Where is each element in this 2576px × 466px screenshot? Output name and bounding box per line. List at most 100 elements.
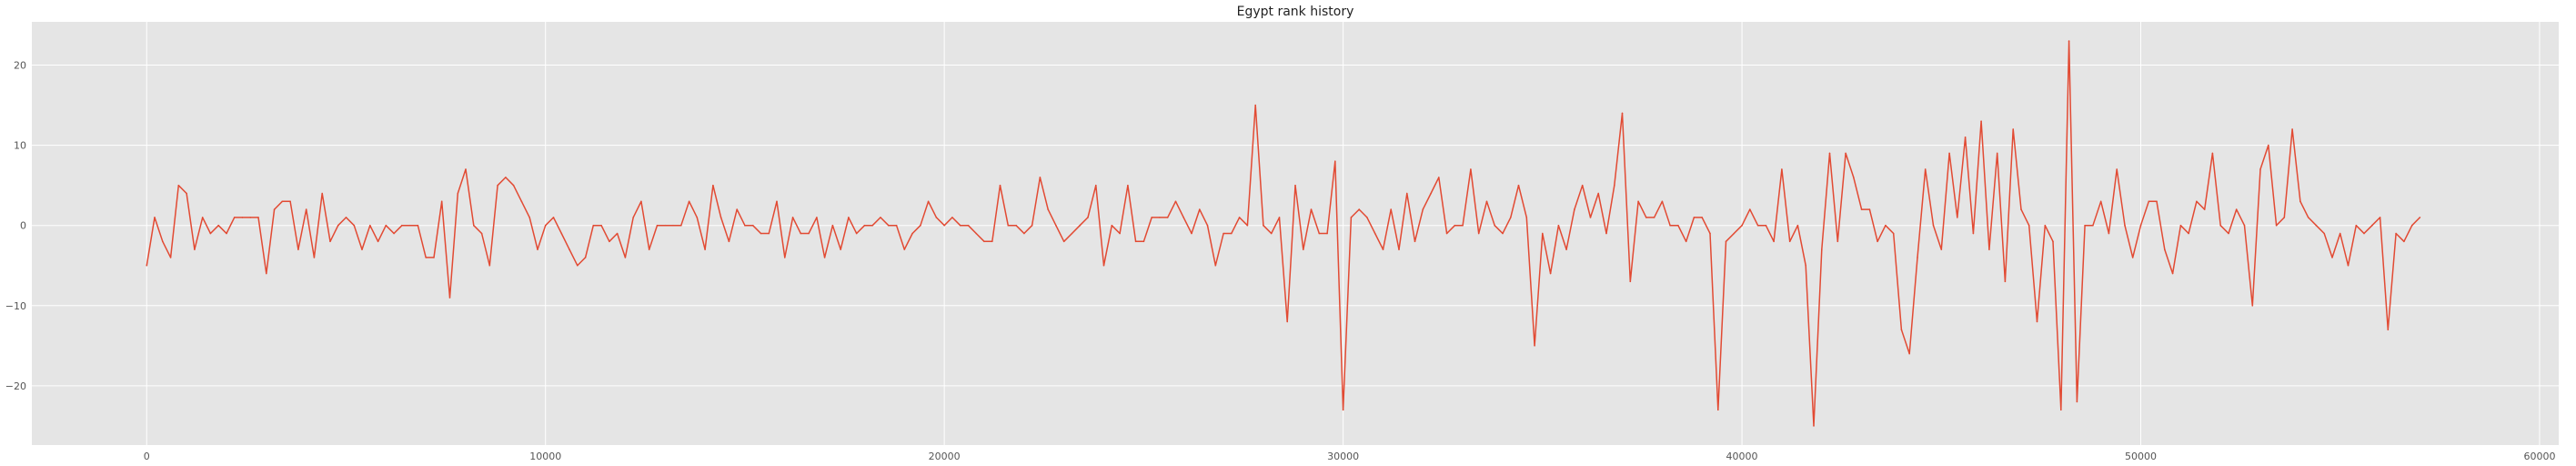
data-point — [2124, 224, 2126, 227]
data-point — [1238, 217, 1241, 218]
data-point — [2036, 320, 2038, 323]
data-point — [1231, 232, 1233, 235]
data-point — [1813, 425, 1815, 427]
data-point — [1860, 208, 1863, 210]
data-point — [154, 217, 156, 218]
data-point — [217, 224, 219, 227]
data-point — [712, 184, 714, 187]
data-point — [1047, 208, 1049, 210]
data-point — [1549, 272, 1552, 275]
data-point — [2419, 217, 2421, 218]
data-point — [823, 257, 826, 258]
data-point — [2275, 224, 2278, 227]
data-point — [1079, 224, 1081, 227]
data-point — [751, 224, 754, 227]
data-point — [1661, 200, 1664, 203]
data-point — [1206, 224, 1209, 227]
data-point — [1908, 352, 1910, 355]
data-point — [2371, 224, 2373, 227]
data-point — [241, 217, 244, 218]
data-point — [2291, 128, 2293, 130]
data-point — [1957, 217, 1958, 218]
data-point — [2235, 208, 2238, 210]
data-point — [473, 224, 475, 227]
data-point — [1788, 240, 1791, 243]
data-point — [1111, 224, 1113, 227]
data-point — [808, 232, 810, 235]
data-point — [1677, 224, 1679, 227]
data-point — [1845, 152, 1846, 155]
data-point — [1246, 224, 1249, 227]
data-point — [1765, 224, 1767, 227]
data-point — [1398, 248, 1400, 250]
data-point — [584, 257, 587, 258]
data-point — [329, 240, 331, 243]
data-point — [1948, 152, 1950, 155]
data-point — [624, 257, 627, 258]
data-point — [975, 232, 977, 235]
data-point — [162, 240, 164, 243]
data-point — [544, 224, 547, 227]
data-point — [2395, 232, 2397, 235]
x-tick-label: 20000 — [929, 451, 961, 462]
data-point — [1868, 208, 1871, 210]
data-point — [1182, 217, 1184, 218]
data-point — [425, 257, 428, 258]
data-point — [1454, 224, 1456, 227]
data-point — [209, 232, 212, 235]
y-tick-label: 10 — [14, 140, 26, 152]
data-point — [1134, 240, 1137, 243]
data-point — [2044, 224, 2047, 227]
data-point — [560, 232, 563, 235]
data-point — [448, 297, 451, 299]
data-point — [2004, 280, 2007, 283]
data-point — [1142, 240, 1145, 243]
data-point — [1430, 192, 1432, 195]
data-point — [2179, 224, 2182, 227]
data-point — [855, 232, 858, 235]
data-point — [2084, 224, 2086, 227]
plot-area — [32, 22, 2559, 445]
x-tick-label: 60000 — [2523, 451, 2555, 462]
data-point — [1199, 208, 1201, 210]
data-point — [1685, 240, 1687, 243]
data-point — [377, 240, 379, 243]
data-point — [871, 224, 873, 227]
data-point — [609, 240, 610, 243]
data-point — [361, 248, 363, 250]
data-point — [1821, 248, 1823, 250]
data-point — [2211, 152, 2214, 155]
data-point — [528, 217, 530, 218]
data-point — [169, 257, 172, 258]
data-point — [417, 224, 419, 227]
data-point — [2219, 224, 2221, 227]
data-point — [2268, 144, 2269, 147]
data-point — [1796, 224, 1799, 227]
data-point — [1326, 232, 1328, 235]
data-point — [1485, 200, 1488, 203]
x-axis-ticks: 0 10000 20000 30000 40000 50000 60000 — [144, 451, 2556, 462]
data-point — [1900, 329, 1903, 331]
grid-lines — [32, 22, 2559, 445]
data-point — [1645, 217, 1647, 218]
data-point — [2099, 200, 2102, 203]
data-point — [1342, 409, 1344, 411]
data-point — [1940, 248, 1943, 250]
chart-title: Egypt rank history — [1237, 5, 1354, 19]
data-point — [1589, 217, 1592, 218]
data-point — [1557, 224, 1560, 227]
data-point — [249, 217, 252, 218]
data-point — [999, 184, 1001, 187]
data-point — [1749, 208, 1751, 210]
data-point — [1885, 224, 1887, 227]
data-point — [927, 200, 930, 203]
data-point — [991, 240, 993, 243]
data-point — [1996, 152, 1998, 155]
data-point — [911, 232, 913, 235]
data-point — [1717, 409, 1719, 411]
data-point — [920, 224, 921, 227]
series-line — [146, 40, 2420, 427]
data-point — [1174, 200, 1177, 203]
data-point — [1374, 232, 1376, 235]
data-point — [177, 184, 180, 187]
